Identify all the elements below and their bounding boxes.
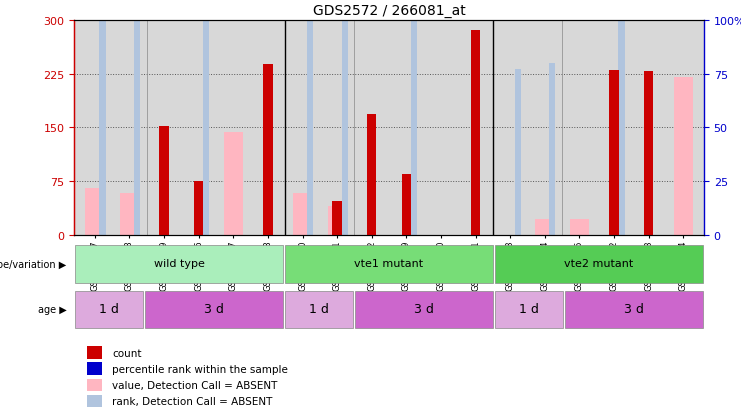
Text: rank, Detection Call = ABSENT: rank, Detection Call = ABSENT bbox=[112, 396, 272, 406]
Bar bbox=[609, 71, 619, 235]
Bar bbox=[285, 246, 494, 283]
Bar bbox=[99, 0, 105, 235]
Text: vte1 mutant: vte1 mutant bbox=[354, 259, 424, 268]
Bar bbox=[203, 0, 210, 235]
Bar bbox=[120, 194, 139, 235]
Bar bbox=[307, 10, 313, 235]
Bar bbox=[535, 220, 554, 235]
Text: count: count bbox=[112, 348, 142, 358]
Bar bbox=[411, 0, 417, 235]
Text: percentile rank within the sample: percentile rank within the sample bbox=[112, 364, 288, 374]
Text: 1 d: 1 d bbox=[309, 302, 329, 316]
Bar bbox=[285, 291, 353, 328]
Bar bbox=[495, 291, 563, 328]
Bar bbox=[565, 291, 703, 328]
Text: age ▶: age ▶ bbox=[38, 305, 67, 315]
Bar bbox=[87, 395, 102, 408]
Bar bbox=[674, 78, 693, 235]
Bar bbox=[134, 0, 140, 235]
Title: GDS2572 / 266081_at: GDS2572 / 266081_at bbox=[313, 4, 465, 18]
Bar bbox=[85, 189, 104, 235]
Bar bbox=[549, 64, 556, 235]
Text: value, Detection Call = ABSENT: value, Detection Call = ABSENT bbox=[112, 380, 277, 390]
Bar bbox=[75, 246, 283, 283]
Bar bbox=[87, 379, 102, 392]
Bar bbox=[342, 0, 348, 235]
Text: 3 d: 3 d bbox=[204, 302, 224, 316]
Bar bbox=[570, 220, 589, 235]
Text: vte2 mutant: vte2 mutant bbox=[565, 259, 634, 268]
Bar bbox=[87, 363, 102, 375]
Bar bbox=[471, 31, 480, 235]
Bar bbox=[402, 175, 411, 235]
Text: wild type: wild type bbox=[153, 259, 205, 268]
Text: genotype/variation ▶: genotype/variation ▶ bbox=[0, 259, 67, 269]
Text: 1 d: 1 d bbox=[99, 302, 119, 316]
Bar bbox=[367, 115, 376, 235]
Text: 1 d: 1 d bbox=[519, 302, 539, 316]
Bar bbox=[75, 291, 143, 328]
Bar bbox=[644, 72, 654, 235]
Bar bbox=[515, 70, 521, 235]
Bar bbox=[224, 133, 243, 235]
Bar bbox=[495, 246, 703, 283]
Text: 3 d: 3 d bbox=[414, 302, 434, 316]
Text: 3 d: 3 d bbox=[624, 302, 644, 316]
Bar bbox=[355, 291, 494, 328]
Bar bbox=[263, 65, 273, 235]
Bar bbox=[293, 194, 312, 235]
Bar bbox=[87, 347, 102, 359]
Bar bbox=[144, 291, 283, 328]
Bar bbox=[619, 0, 625, 235]
Bar bbox=[194, 182, 204, 235]
Bar bbox=[328, 207, 347, 235]
Bar bbox=[159, 127, 169, 235]
Bar bbox=[333, 201, 342, 235]
